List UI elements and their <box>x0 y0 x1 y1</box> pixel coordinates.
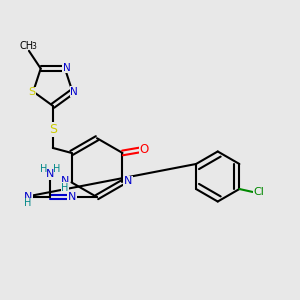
Text: N: N <box>70 87 78 97</box>
Text: H: H <box>40 164 47 173</box>
Text: N: N <box>24 192 32 202</box>
Text: H: H <box>53 164 60 173</box>
Text: N: N <box>46 169 54 179</box>
Text: H: H <box>61 183 69 193</box>
Text: O: O <box>140 143 149 157</box>
Text: N: N <box>124 176 132 186</box>
Text: N: N <box>61 176 69 186</box>
Text: N: N <box>68 192 76 202</box>
Text: 3: 3 <box>32 42 37 51</box>
Text: Cl: Cl <box>253 187 264 197</box>
Text: N: N <box>63 63 70 73</box>
Text: CH: CH <box>20 40 34 51</box>
Text: S: S <box>49 123 57 136</box>
Text: S: S <box>28 87 35 97</box>
Text: H: H <box>24 198 32 208</box>
